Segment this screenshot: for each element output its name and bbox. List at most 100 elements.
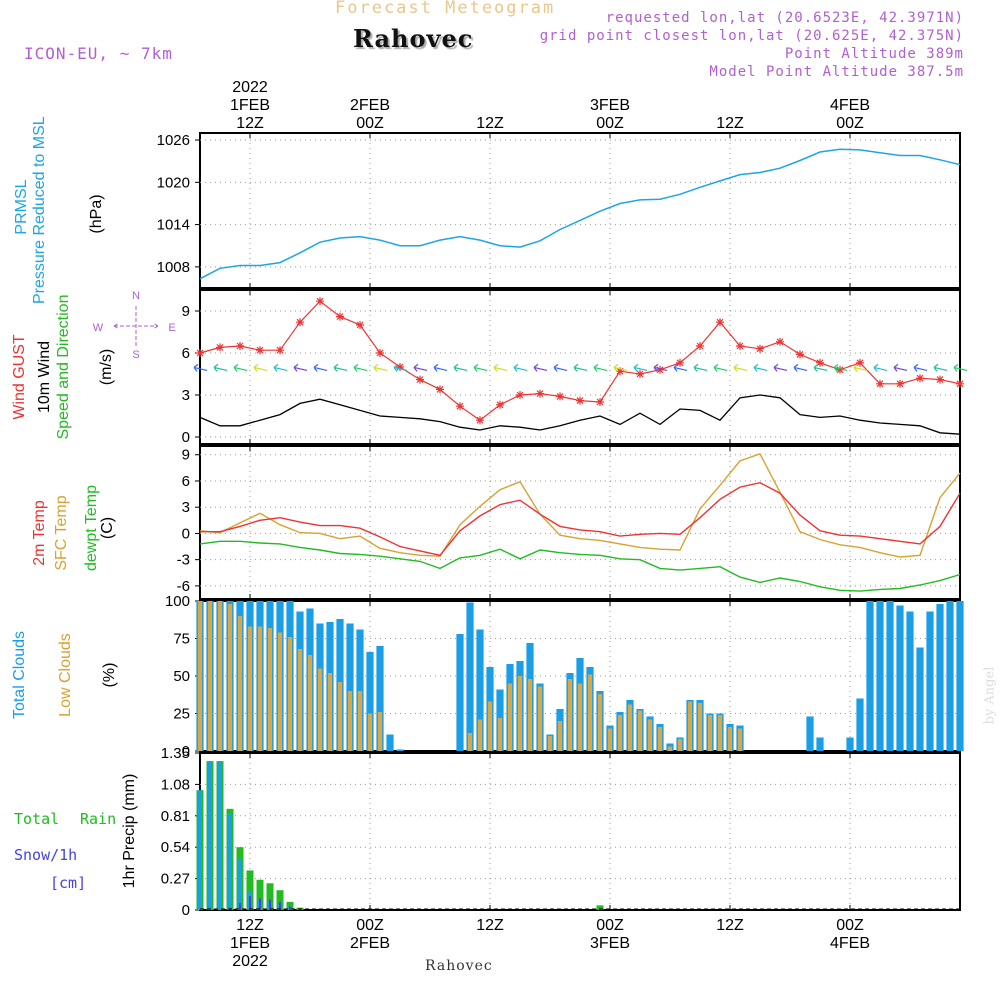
gust-marker: [716, 318, 724, 327]
gust-marker: [256, 346, 264, 355]
gust-marker: [616, 367, 624, 376]
low-cloud-bar: [487, 701, 493, 751]
low-cloud-bar: [287, 637, 293, 751]
low-cloud-bar: [637, 710, 643, 751]
bottom-time-label: 00Z: [596, 917, 624, 934]
y-tick-label: 1.08: [161, 776, 190, 793]
gust-marker: [736, 342, 744, 350]
total-cloud-bar: [936, 604, 944, 751]
gust-marker: [816, 358, 824, 367]
top-time-label: 2FEB: [350, 97, 390, 114]
wind-direction-arrow: [853, 363, 868, 372]
gust-marker: [916, 374, 924, 383]
bottom-time-label: 12Z: [236, 917, 264, 934]
low-cloud-bar: [477, 719, 483, 751]
low-cloud-bar: [607, 728, 613, 751]
y-tick-label: 50: [173, 668, 190, 685]
total-cloud-bar: [956, 601, 964, 751]
total-cloud-bar: [476, 629, 484, 751]
snow-bar: [259, 898, 261, 910]
low-cloud-bar: [247, 626, 253, 751]
low-cloud-bar: [307, 655, 313, 751]
total-cloud-bar: [456, 634, 464, 751]
total-cloud-bar: [396, 749, 404, 751]
precip-snow-unit: [cm]: [50, 874, 87, 892]
wind-direction-arrow: [213, 363, 228, 372]
gust-marker: [796, 350, 804, 359]
total-cloud-bar: [926, 611, 934, 751]
wind-direction-arrow: [553, 363, 568, 372]
low-cloud-bar: [367, 713, 373, 751]
y-tick-label: 1026: [157, 132, 190, 149]
wind-direction-arrow: [693, 363, 708, 372]
bottom-time-label: 00Z: [836, 917, 864, 934]
wind-direction-arrow: [673, 363, 688, 372]
low-cloud-bar: [617, 715, 623, 751]
wind-direction-arrow: [473, 363, 488, 372]
model-altitude: Model Point Altitude 387.5m: [709, 64, 964, 80]
top-time-label: 00Z: [356, 115, 384, 132]
gust-marker: [316, 297, 324, 306]
top-time-label: 00Z: [836, 115, 864, 132]
wind-direction-arrow: [393, 363, 408, 372]
low-cloud-bar: [347, 691, 353, 751]
gust-marker: [516, 391, 524, 399]
snow-bar: [289, 906, 291, 910]
gust-marker: [376, 349, 384, 357]
y-tick-label: 0: [182, 743, 190, 760]
y-tick-label: 6: [182, 345, 190, 362]
wind-direction-arrow: [453, 363, 468, 372]
y-tick-label: 100: [165, 593, 190, 610]
low-cloud-bar: [517, 676, 523, 751]
low-cloud-bar: [727, 727, 733, 751]
y-tick-label: 0.54: [161, 839, 190, 856]
2m-temp-line: [200, 481, 961, 557]
wind-direction-arrow: [333, 363, 348, 372]
low-cloud-bar: [537, 686, 543, 751]
low-cloud-bar: [587, 674, 593, 751]
wind-direction-arrow: [413, 363, 428, 372]
rain-bar: [208, 761, 212, 910]
low-cloud-bar: [687, 701, 693, 751]
y-tick-label: -3: [177, 552, 190, 569]
total-precip-bar: [276, 890, 284, 910]
model-label: ICON-EU, ~ 7km: [24, 44, 173, 63]
snow-bar: [249, 896, 251, 910]
low-cloud-bar: [217, 601, 223, 751]
top-time-label: 1FEB: [230, 97, 270, 114]
rain-bar: [198, 790, 202, 910]
y-tick-label: 6: [182, 473, 190, 490]
total-cloud-bar: [906, 611, 914, 751]
wind-direction-arrow: [513, 363, 528, 372]
gust-marker: [456, 402, 464, 411]
low-cloud-bar: [737, 728, 743, 751]
low-cloud-bar: [267, 628, 273, 751]
panel-frame: [199, 132, 961, 289]
gust-marker: [356, 321, 364, 329]
bottom-time-label: 2022: [232, 953, 268, 970]
gust-marker: [756, 344, 764, 353]
gust-marker: [596, 398, 604, 406]
y-tick-label: 3: [182, 499, 190, 516]
y-tick-label: 0: [182, 902, 190, 919]
low-cloud-bar: [627, 704, 633, 751]
wind-direction-arrow: [653, 363, 668, 372]
total-cloud-bar: [816, 737, 824, 751]
wind-direction-arrow: [713, 363, 728, 372]
bottom-time-label: 2FEB: [350, 935, 390, 952]
wind-direction-arrow: [273, 363, 288, 372]
y-tick-label: 0.81: [161, 808, 190, 825]
low-cloud-bar: [647, 719, 653, 751]
total-cloud-bar: [386, 734, 394, 751]
low-cloud-bar: [317, 668, 323, 751]
sfc-temp-line: [199, 453, 961, 558]
gust-marker: [196, 349, 204, 357]
wind-direction-arrow: [633, 363, 648, 372]
low-cloud-bar: [567, 679, 573, 751]
requested-coords: requested lon,lat (20.6523E, 42.3971N): [605, 10, 964, 26]
top-time-label: 12Z: [716, 115, 744, 132]
wind-direction-arrow: [733, 363, 748, 372]
wind-direction-arrow: [573, 363, 588, 372]
gust-marker: [836, 365, 844, 374]
